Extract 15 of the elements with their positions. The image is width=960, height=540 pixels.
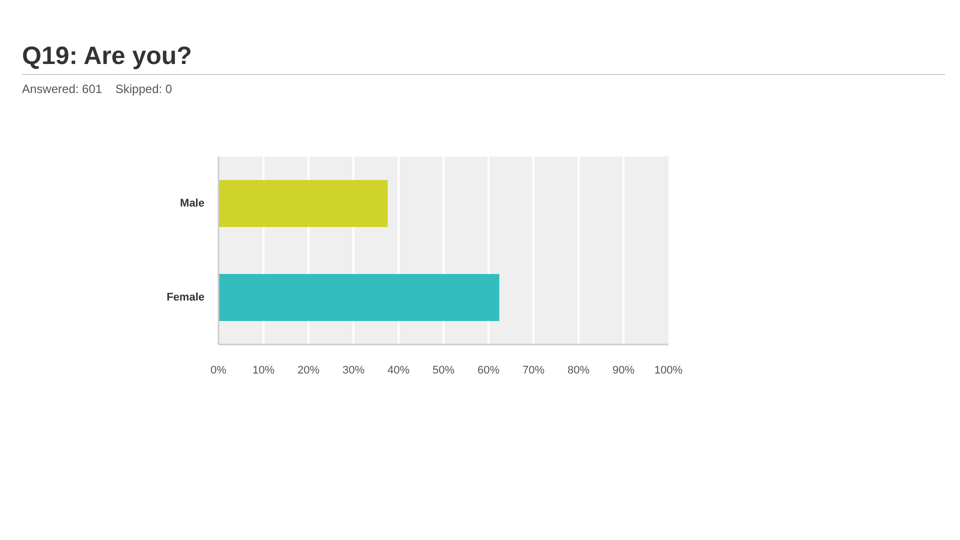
y-tick-label: Male	[180, 198, 205, 210]
x-tick-label: 20%	[297, 364, 320, 376]
text: Answered: 601 Skipped: 0	[22, 81, 172, 98]
x-tick-label: 0%	[210, 364, 227, 376]
x-tick-label: 80%	[567, 364, 590, 376]
x-tick-label: 90%	[612, 364, 635, 376]
chart-title: Q19: Are you?	[22, 41, 192, 72]
x-tick-label: 40%	[387, 364, 410, 376]
x-tick-label: 70%	[522, 364, 545, 376]
x-tick-label: 100%	[654, 364, 683, 376]
x-tick-label: 50%	[432, 364, 455, 376]
x-tick-label: 10%	[252, 364, 275, 376]
y-tick-label: Female	[166, 292, 205, 304]
x-tick-label: 30%	[342, 364, 365, 376]
x-tick-label: 60%	[477, 364, 500, 376]
